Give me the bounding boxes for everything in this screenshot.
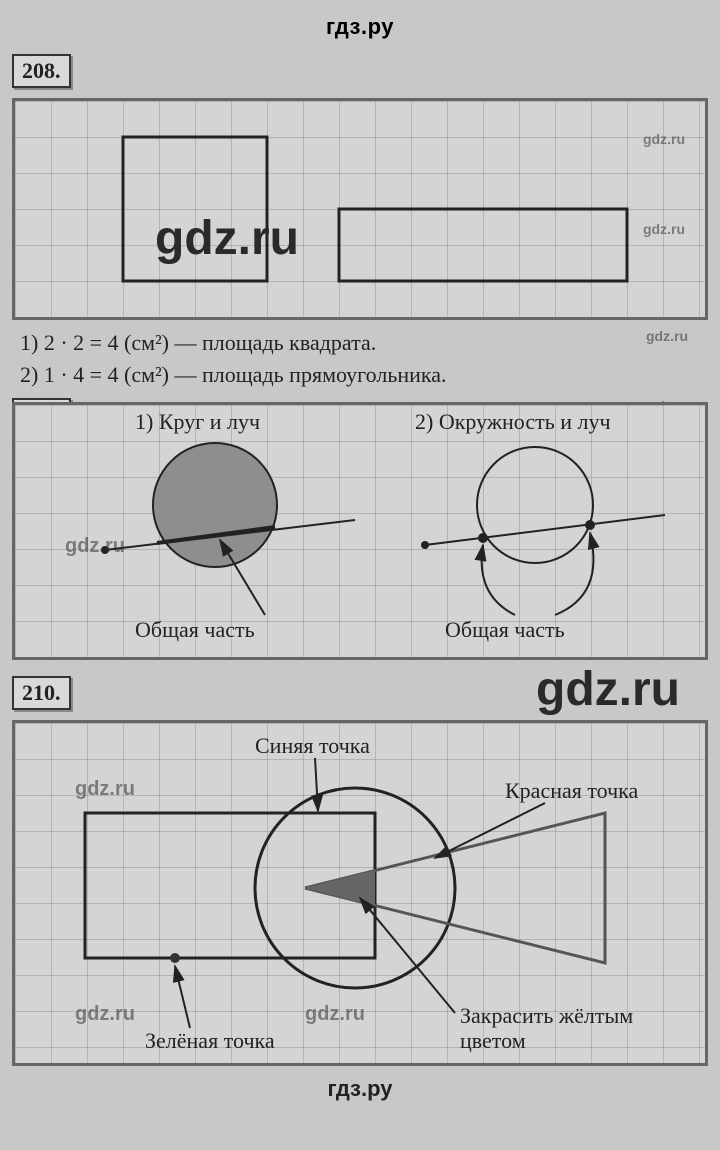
square-shape [123, 137, 267, 281]
arrow-red [435, 803, 545, 858]
circle-outline [477, 447, 593, 563]
ray-left-origin [101, 546, 109, 554]
problem-208-line-2: 2) 1 · 4 = 4 (см²) — площадь прямоугольн… [20, 362, 720, 388]
watermark-big: gdz.ru [536, 662, 680, 717]
p209-right-title: 2) Окружность и луч [415, 409, 611, 434]
arrow-right-2 [555, 533, 593, 615]
ray-right-origin [421, 541, 429, 549]
rectangle-shape [339, 209, 627, 281]
arrow-green [175, 966, 190, 1028]
label-yellow-1: Закрасить жёлтым [460, 1003, 633, 1028]
problem-208-number: 208. [12, 54, 71, 88]
arrow-right-1 [482, 545, 515, 615]
overlap-fill [305, 870, 375, 906]
problem-209-figure: 1) Круг и луч 2) Окружность и луч Общая … [15, 405, 711, 657]
page: гдз.ру 208. gdz.ru gdz.ru gdz.ru gdz.ru … [0, 0, 720, 1122]
arrow-blue [315, 758, 318, 811]
problem-208-figure [15, 101, 711, 317]
problem-208-panel: gdz.ru gdz.ru gdz.ru [12, 98, 708, 320]
label-green: Зелёная точка [145, 1028, 275, 1053]
site-footer: гдз.ру [0, 1076, 720, 1102]
problem-210-panel: Синяя точка Красная точка Зелёная точка … [12, 720, 708, 1066]
problem-210-number: 210. [12, 676, 71, 710]
p209-left-label: Общая часть [135, 617, 255, 642]
label-yellow-2: цветом [460, 1028, 526, 1053]
label-blue: Синяя точка [255, 733, 370, 758]
ray-right [425, 515, 665, 545]
disk-shape [153, 443, 277, 567]
green-point [170, 953, 180, 963]
label-red: Красная точка [505, 778, 639, 803]
p209-right-label: Общая часть [445, 617, 565, 642]
problem-209-panel: 1) Круг и луч 2) Окружность и луч Общая … [12, 402, 708, 660]
site-header: гдз.ру [0, 14, 720, 40]
problem-210-figure: Синяя точка Красная точка Зелёная точка … [15, 723, 711, 1063]
intersection-point-1 [478, 533, 488, 543]
problem-208-line-1: 1) 2 · 2 = 4 (см²) — площадь квадрата. [20, 330, 720, 356]
intersection-point-2 [585, 520, 595, 530]
p209-left-title: 1) Круг и луч [135, 409, 260, 434]
